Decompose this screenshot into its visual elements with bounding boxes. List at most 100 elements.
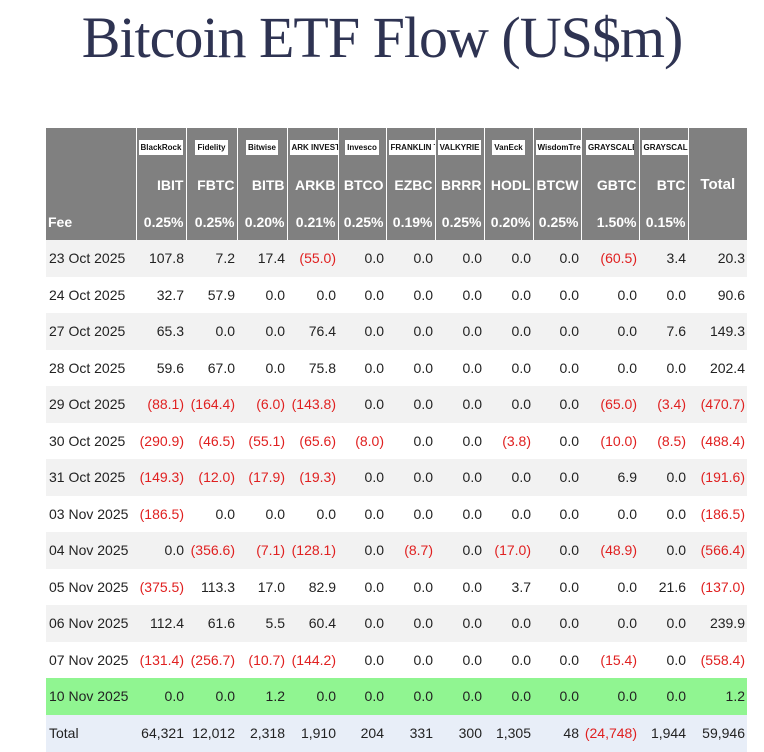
flow-value: (191.6) [688,459,747,496]
flow-row: 04 Nov 2025 0.0 (356.6) (7.1) (128.1) 0.0 (8.7… [46,532,747,569]
flow-value: 0.0 [617,578,637,595]
flow-value: (8.0) [355,432,384,449]
issuer-logo: Invesco [345,140,379,156]
fee: 0.15% [638,203,688,240]
fee-row: Fee 0.25% 0.25% 0.20% 0.21% 0.25% 0.19% 0.25% 0.… [46,203,747,240]
flow-value: (65.0) [581,386,639,423]
flow-value: (7.1) [237,532,287,569]
flow-value: 0.0 [364,359,384,376]
flow-row: 31 Oct 2025 (149.3) (12.0) (17.9) (19.3) 0.0 0… [46,459,747,496]
flow-value: 0.0 [435,459,484,496]
flow-value: 0.0 [581,605,639,642]
date: 03 Nov 2025 [49,505,129,522]
date: 27 Oct 2025 [46,313,136,350]
flow-value: 0.0 [559,578,579,595]
flow-value: 0.0 [435,605,484,642]
fee: 0.25% [135,203,186,240]
flow-value: 1.2 [688,678,747,715]
flow-value: 0.0 [581,313,639,350]
fee: 0.21% [286,203,338,240]
total-value: 1,944 [639,714,688,752]
flow-value: (8.5) [657,432,686,449]
fee: 0.25% [434,203,484,240]
flow-value: 0.0 [364,505,384,522]
flow-value: 0.0 [559,505,579,522]
logo-cell: Invesco [337,128,386,166]
flow-value: 0.0 [215,505,235,522]
flow-value: (470.7) [688,386,747,423]
flow-value: (17.9) [237,459,287,496]
flow-value: 0.0 [484,605,533,642]
flow-value: (55.0) [287,240,338,277]
flow-table: BlackRock Fidelity Bitwise ARK INVEST Invesc… [46,128,747,752]
flow-value: (186.5) [700,505,745,522]
issuer-logo: FRANKLIN TEMPLETON [388,140,435,156]
flow-value: (46.5) [198,432,235,449]
flow-value: 60.4 [287,605,338,642]
flow-value: 0.0 [666,651,686,668]
total-label: Total [46,714,136,752]
flow-value: 6.9 [581,459,639,496]
flow-value: 0.0 [265,359,285,376]
flow-value: 239.9 [688,605,747,642]
date: 10 Nov 2025 [46,678,136,715]
flow-value: 0.0 [559,651,579,668]
logo-cell: BlackRock [135,128,186,166]
flow-value: 202.4 [709,359,745,376]
flow-value: 0.0 [136,678,186,715]
flow-value: 0.0 [435,313,484,350]
flow-value: 76.4 [287,313,338,350]
flow-value: 0.0 [316,505,336,522]
corner-cell [46,128,136,166]
flow-value: 0.0 [338,532,386,569]
flow-value: 0.0 [511,651,531,668]
flow-value: (128.1) [287,532,338,569]
flow-value: 0.0 [338,459,386,496]
total-value: 1,305 [484,714,533,752]
flow-value: 7.6 [639,313,688,350]
issuer-logo: BlackRock [138,140,184,156]
flow-value: 0.0 [413,359,433,376]
flow-value: 0.0 [338,678,386,715]
logo-cell: VALKYRIE [434,128,484,166]
flow-value: 0.0 [386,386,435,423]
flow-value: (356.6) [186,532,237,569]
flow-value: 0.0 [386,240,435,277]
flow-value: 0.0 [186,313,237,350]
flow-value: 17.0 [257,578,285,595]
issuer-logo: WisdomTree [535,140,581,156]
flow-value: 0.0 [386,605,435,642]
total-value: 300 [435,714,484,752]
flow-value: 67.0 [207,359,235,376]
flow-value: 0.0 [338,386,386,423]
ticker: HODL [483,166,533,203]
flow-value: (55.1) [248,432,285,449]
flow-value: 0.0 [265,505,285,522]
flow-row: 24 Oct 2025 32.7 57.9 0.0 0.0 0.0 0.0 0.0 0.0 0.0… [46,277,747,314]
date: 04 Nov 2025 [46,532,136,569]
table-body: 23 Oct 2025 107.8 7.2 17.4 (55.0) 0.0 0.0 0.0 0.… [46,240,747,715]
flow-value: 0.0 [484,386,533,423]
flow-value: 0.0 [533,678,581,715]
flow-value: 0.0 [639,678,688,715]
flow-value: 0.0 [639,605,688,642]
logo-row: BlackRock Fidelity Bitwise ARK INVEST Invesc… [46,128,747,240]
flow-value: 0.0 [639,532,688,569]
logo-cell: VanEck [483,128,533,166]
ticker-row: IBIT FBTC BITB ARKB BTCO EZBC BRRR HODL BTCW GBTC… [46,166,747,203]
flow-row: 23 Oct 2025 107.8 7.2 17.4 (55.0) 0.0 0.0 0.0 0.… [46,240,747,277]
flow-value: (149.3) [136,459,186,496]
flow-value: 0.0 [237,313,287,350]
flow-value: 7.2 [186,240,237,277]
flow-value: (10.7) [248,651,285,668]
flow-value: 0.0 [666,359,686,376]
flow-value: 0.0 [316,286,336,303]
flow-value: 75.8 [308,359,336,376]
flow-value: 21.6 [658,578,686,595]
flow-value: 0.0 [462,651,482,668]
flow-value: 0.0 [617,505,637,522]
flow-value: 0.0 [287,678,338,715]
total-value: 1,910 [287,714,338,752]
date: 06 Nov 2025 [46,605,136,642]
